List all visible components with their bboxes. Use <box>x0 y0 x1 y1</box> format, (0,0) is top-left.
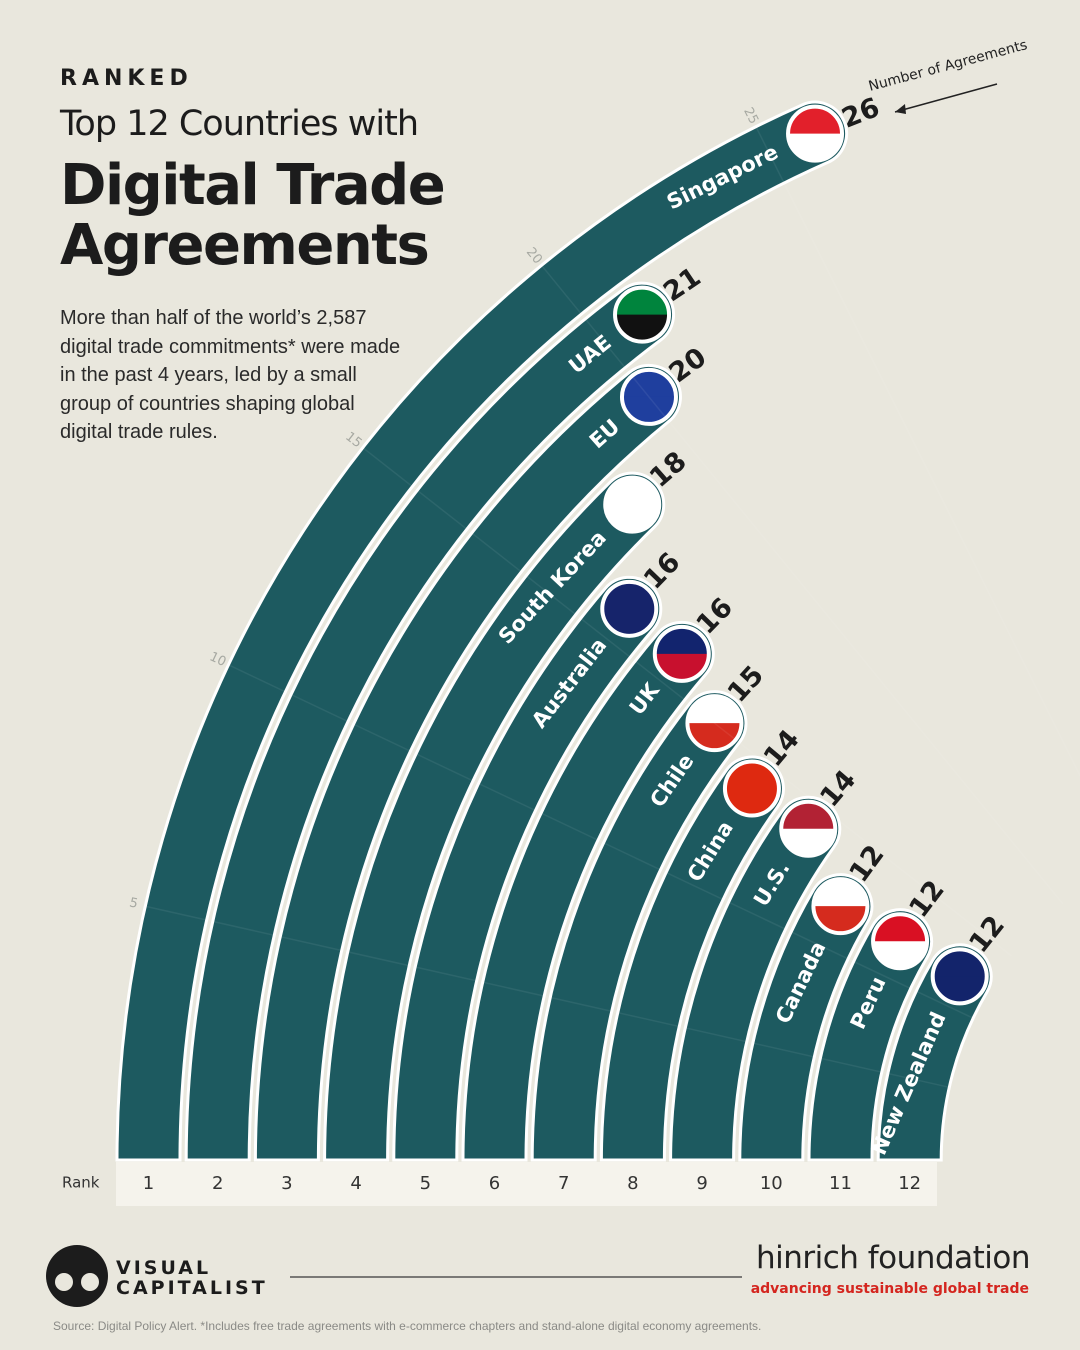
bar <box>323 471 666 1162</box>
flag-ring <box>930 947 989 1006</box>
flag <box>685 694 744 753</box>
flag-half <box>606 504 659 531</box>
tick-label: 10 <box>207 649 228 670</box>
flag-half <box>603 608 656 635</box>
flag-ring <box>652 624 711 683</box>
rank-label: 9 <box>696 1173 707 1194</box>
flag-ring <box>786 104 845 163</box>
grid-line <box>755 126 1080 778</box>
grid-line <box>540 264 1064 905</box>
flag-ring <box>613 285 672 344</box>
flag-half <box>782 828 835 855</box>
partner: hinrich foundation <box>755 1240 1031 1276</box>
bands <box>115 100 993 1162</box>
rank-label: 6 <box>489 1173 500 1194</box>
tick-label: 25 <box>740 105 761 127</box>
flag-half <box>874 941 927 968</box>
flag-ring <box>722 759 781 818</box>
flag <box>619 367 678 426</box>
bar <box>115 100 848 1162</box>
rank-strip <box>116 1162 937 1206</box>
rank-label: 1 <box>143 1173 154 1194</box>
rank-label: 3 <box>281 1173 292 1194</box>
bar <box>738 873 874 1162</box>
rank-label: 10 <box>760 1173 783 1194</box>
flag-ring <box>685 694 744 753</box>
bar <box>530 690 748 1162</box>
flag <box>930 947 989 1006</box>
annotation: Number of Agreements <box>867 37 1029 95</box>
bar <box>669 795 842 1162</box>
flag-ring <box>811 877 870 936</box>
grid-line <box>145 905 950 1089</box>
title: Digital Trade Agreements <box>60 153 446 278</box>
flag-half <box>616 314 669 341</box>
flag-half <box>933 976 986 1003</box>
flag <box>722 759 781 818</box>
flag-half <box>655 653 708 680</box>
bar <box>599 755 785 1162</box>
bar <box>184 281 675 1162</box>
tick-label: 5 <box>128 895 139 911</box>
bar <box>253 363 682 1162</box>
flag <box>652 624 711 683</box>
annotation-arrow <box>894 83 998 113</box>
flag <box>786 104 845 163</box>
grid-line <box>228 664 974 1019</box>
bar <box>807 908 933 1162</box>
flag-half <box>725 788 778 815</box>
flag-ring <box>603 475 662 534</box>
partner-tagline: advancing sustainable global trade <box>750 1281 1029 1297</box>
subtitle: Top 12 Countries with <box>60 104 419 144</box>
rank-label: 2 <box>212 1173 223 1194</box>
flag <box>600 579 659 638</box>
flag-half <box>814 906 867 933</box>
flag <box>613 285 672 344</box>
rank-label: 11 <box>829 1173 852 1194</box>
logo-icon <box>46 1245 108 1307</box>
flag-ring <box>619 367 678 426</box>
rank-label: 7 <box>558 1173 569 1194</box>
flag-half <box>789 133 842 160</box>
flag-ring <box>871 912 930 971</box>
rank-label: 12 <box>898 1173 921 1194</box>
rank-label: 8 <box>627 1173 638 1194</box>
flag-half <box>622 396 675 423</box>
flag-ring <box>600 579 659 638</box>
description: More than half of the world’s 2,587 digi… <box>60 307 401 443</box>
source: Source: Digital Policy Alert. *Includes … <box>53 1319 762 1333</box>
brand-top: VISUAL <box>116 1257 212 1279</box>
flag <box>603 475 662 534</box>
grid-line <box>362 447 1013 957</box>
rank-axis-label: Rank <box>62 1174 100 1192</box>
rank-label: 5 <box>420 1173 431 1194</box>
arrow-head <box>895 104 906 114</box>
brand: VISUAL CAPITALIST <box>116 1258 268 1298</box>
flag <box>811 877 870 936</box>
brand-bottom: CAPITALIST <box>116 1277 268 1299</box>
bar <box>461 620 715 1162</box>
bar <box>392 575 663 1162</box>
flag <box>871 912 930 971</box>
rank-label: 4 <box>350 1173 361 1194</box>
flag-ring <box>779 799 838 858</box>
eyebrow: RANKED <box>60 66 193 91</box>
flag-half <box>688 723 741 750</box>
flag <box>779 799 838 858</box>
